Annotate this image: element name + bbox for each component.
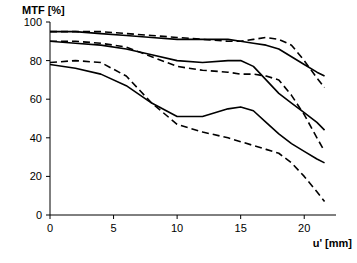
y-tick-label: 100 bbox=[24, 16, 42, 28]
chart: 0 20 40 60 80 100 0 5 10 15 20 MTF [%] u' [mm] bbox=[0, 0, 357, 263]
x-tick-label: 20 bbox=[298, 222, 310, 234]
x-tick bbox=[304, 215, 305, 219]
x-tick-label: 15 bbox=[235, 222, 247, 234]
y-tick-label: 40 bbox=[30, 132, 42, 144]
y-tick bbox=[46, 99, 50, 100]
y-axis-label: MTF [%] bbox=[22, 4, 65, 16]
series-line bbox=[50, 64, 325, 162]
y-axis bbox=[50, 22, 51, 215]
x-tick bbox=[240, 215, 241, 219]
x-tick bbox=[50, 215, 51, 219]
series-line bbox=[50, 61, 325, 202]
y-tick bbox=[46, 60, 50, 61]
x-tick-label: 5 bbox=[110, 222, 116, 234]
y-tick-label: 0 bbox=[36, 209, 42, 221]
series-line bbox=[50, 41, 325, 151]
y-tick-label: 80 bbox=[30, 55, 42, 67]
x-tick bbox=[177, 215, 178, 219]
x-tick bbox=[113, 215, 114, 219]
y-tick bbox=[46, 137, 50, 138]
x-axis bbox=[50, 215, 336, 216]
x-tick-label: 10 bbox=[171, 222, 183, 234]
x-tick-label: 0 bbox=[47, 222, 53, 234]
y-tick-label: 60 bbox=[30, 93, 42, 105]
y-tick bbox=[46, 215, 50, 216]
plot-lines bbox=[50, 32, 325, 202]
y-tick bbox=[46, 176, 50, 177]
x-axis-label: u' [mm] bbox=[313, 237, 353, 249]
y-tick bbox=[46, 22, 50, 23]
series-line bbox=[50, 32, 325, 88]
y-tick-label: 20 bbox=[30, 170, 42, 182]
